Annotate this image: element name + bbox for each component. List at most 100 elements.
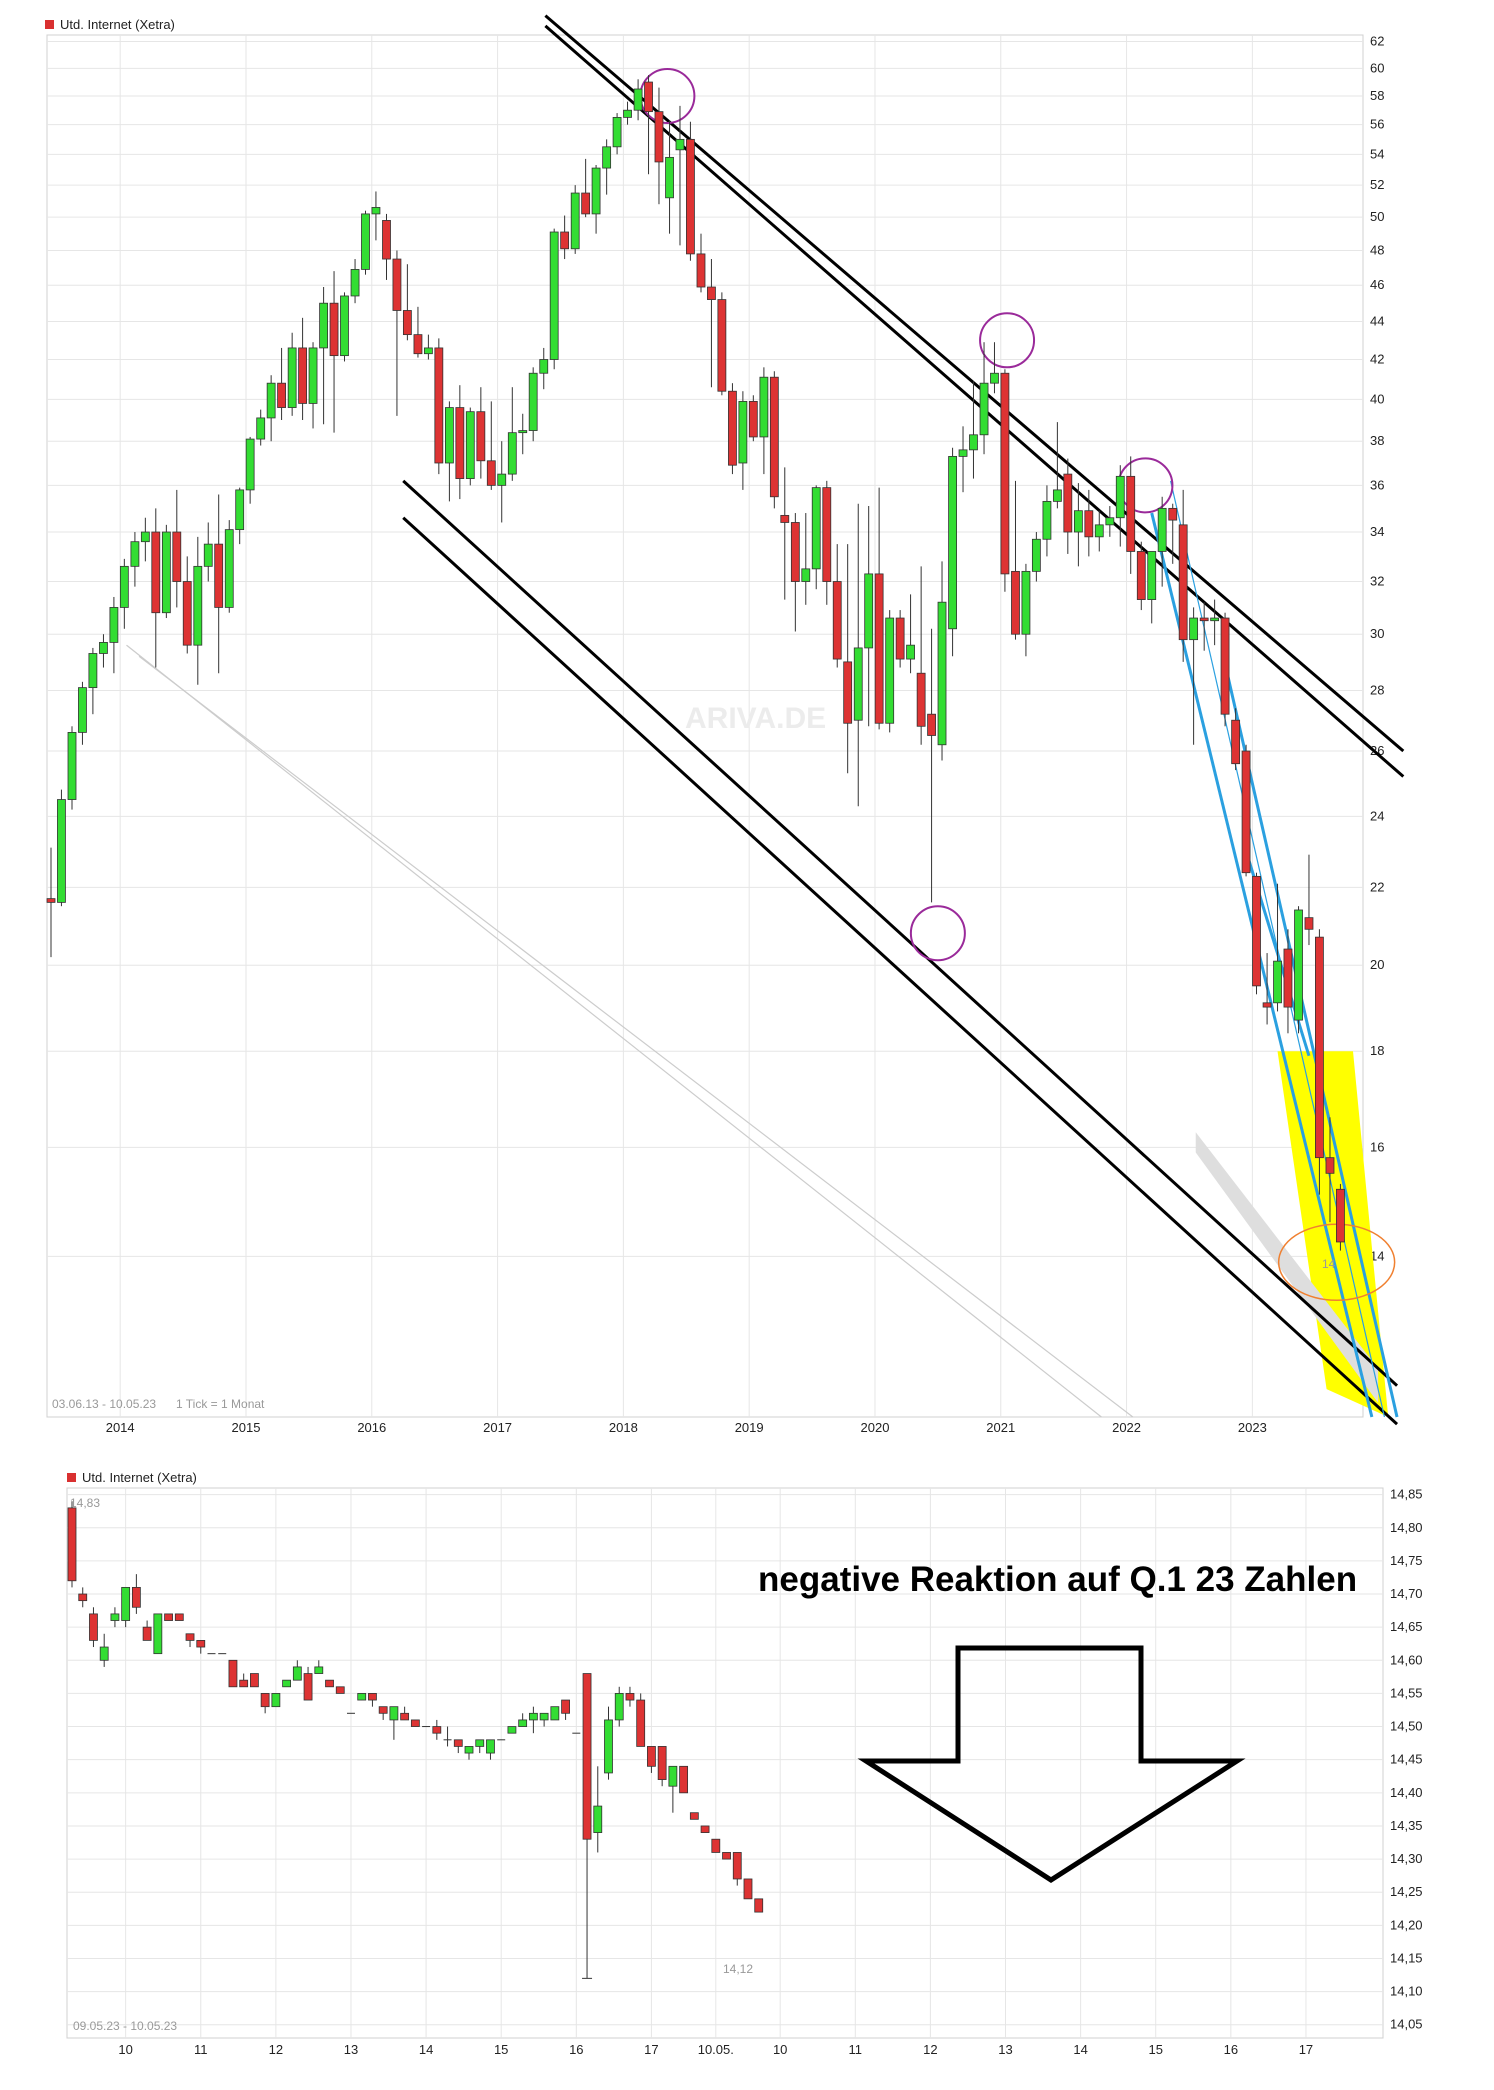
y-tick-label: 38 (1370, 433, 1384, 448)
candle-body (1157, 507, 1167, 552)
monthly-tick-note: 1 Tick = 1 Monat (176, 1397, 265, 1411)
candle-body (623, 109, 632, 118)
candle-body (654, 111, 664, 163)
x-tick-label: 2018 (609, 1420, 638, 1435)
intraday-high-label: 14,83 (70, 1496, 100, 1510)
candle-body (722, 1852, 731, 1860)
candle-body (1147, 551, 1157, 600)
candle-body (1000, 372, 1010, 575)
x-tick-label: 2021 (986, 1420, 1015, 1435)
candle-body (633, 88, 643, 111)
y-tick-label: 18 (1370, 1043, 1384, 1058)
candle-body (528, 372, 538, 431)
y-tick-label: 14,50 (1390, 1719, 1423, 1734)
candle-body (335, 1686, 345, 1694)
x-tick-label: 2016 (357, 1420, 386, 1435)
y-tick-label: 44 (1370, 314, 1384, 329)
candle-body (402, 310, 412, 336)
y-tick-label: 14,25 (1390, 1884, 1423, 1899)
candle-body (801, 568, 811, 582)
candle-body (392, 258, 402, 311)
candle-body (780, 514, 790, 523)
x-tick-label: 2022 (1112, 1420, 1141, 1435)
candle-body (99, 642, 108, 654)
x-tick-label: 11 (194, 2042, 208, 2057)
y-tick-label: 40 (1370, 391, 1384, 406)
candle-body (1073, 510, 1083, 533)
candle-body (769, 376, 779, 498)
candle-body (444, 407, 454, 464)
candle-body (561, 1699, 570, 1714)
candle-body (1325, 1157, 1335, 1174)
candle-body (696, 253, 706, 288)
candle-body (1136, 551, 1146, 600)
candle-body (308, 347, 318, 404)
candle-body (140, 531, 150, 543)
x-tick-label: 2017 (483, 1420, 512, 1435)
y-tick-label: 32 (1370, 574, 1384, 589)
candle-body (476, 411, 486, 462)
candle-body (46, 898, 56, 903)
y-tick-label: 20 (1370, 957, 1384, 972)
candle-body (743, 1878, 753, 1900)
candle-body (172, 531, 182, 582)
y-tick-label: 14,55 (1390, 1685, 1423, 1700)
candle-body (486, 1739, 495, 1754)
candle-body (549, 231, 559, 360)
candle-body (378, 1706, 388, 1714)
candle-body (423, 347, 433, 355)
candle-body (182, 581, 192, 646)
y-tick-label: 14,40 (1390, 1785, 1423, 1800)
candle-body (78, 1593, 88, 1602)
candle-body (822, 487, 832, 582)
y-tick-label: 26 (1370, 743, 1384, 758)
candle-body (89, 1613, 98, 1641)
candle-body (224, 529, 234, 608)
y-tick-label: 54 (1370, 146, 1384, 161)
candle-body (486, 460, 496, 486)
candle-body (434, 347, 444, 464)
candle-body (738, 400, 748, 464)
candle-body (266, 382, 276, 419)
candle-body (110, 1613, 120, 1621)
candle-body (811, 487, 821, 570)
low-annotation: 14 (1322, 1257, 1336, 1271)
candle-body (453, 1739, 463, 1747)
monthly-legend-swatch (45, 20, 54, 29)
candle-body (895, 617, 905, 660)
touch-circle (979, 312, 1036, 369)
candle-body (329, 302, 339, 357)
x-tick-label: 11 (849, 2042, 863, 2057)
candle-body (371, 207, 381, 215)
candle-body (1210, 617, 1220, 622)
y-tick-label: 14,70 (1390, 1586, 1423, 1601)
candle-body (361, 213, 370, 270)
candle-body (717, 299, 727, 392)
candle-body (625, 1693, 635, 1701)
monthly-date-range: 03.06.13 - 10.05.23 (52, 1397, 156, 1411)
candle-body (700, 1825, 710, 1833)
y-tick-label: 36 (1370, 477, 1384, 492)
candle-body (657, 1746, 667, 1780)
candle-body (1220, 617, 1230, 715)
y-tick-label: 22 (1370, 879, 1384, 894)
candle-body (832, 581, 842, 660)
channel-fill (1195, 1132, 1379, 1403)
candle-body (853, 647, 863, 721)
headline-annotation: negative Reaktion auf Q.1 23 Zahlen (758, 1560, 1357, 1599)
candle-body (748, 400, 758, 438)
monthly-grid (47, 35, 1363, 1417)
candle-body (57, 799, 66, 903)
candle-body (400, 1712, 410, 1721)
candle-body (119, 565, 129, 608)
candle-body (528, 1712, 538, 1721)
candle-body (1115, 475, 1125, 519)
candle-body (604, 1719, 613, 1774)
candle-body (906, 644, 915, 660)
candle-body (707, 286, 716, 300)
candle-body (1021, 570, 1031, 635)
y-tick-label: 14,85 (1390, 1487, 1423, 1502)
x-tick-label: 2023 (1238, 1420, 1267, 1435)
y-tick-label: 14,35 (1390, 1818, 1423, 1833)
candle-body (497, 473, 507, 486)
